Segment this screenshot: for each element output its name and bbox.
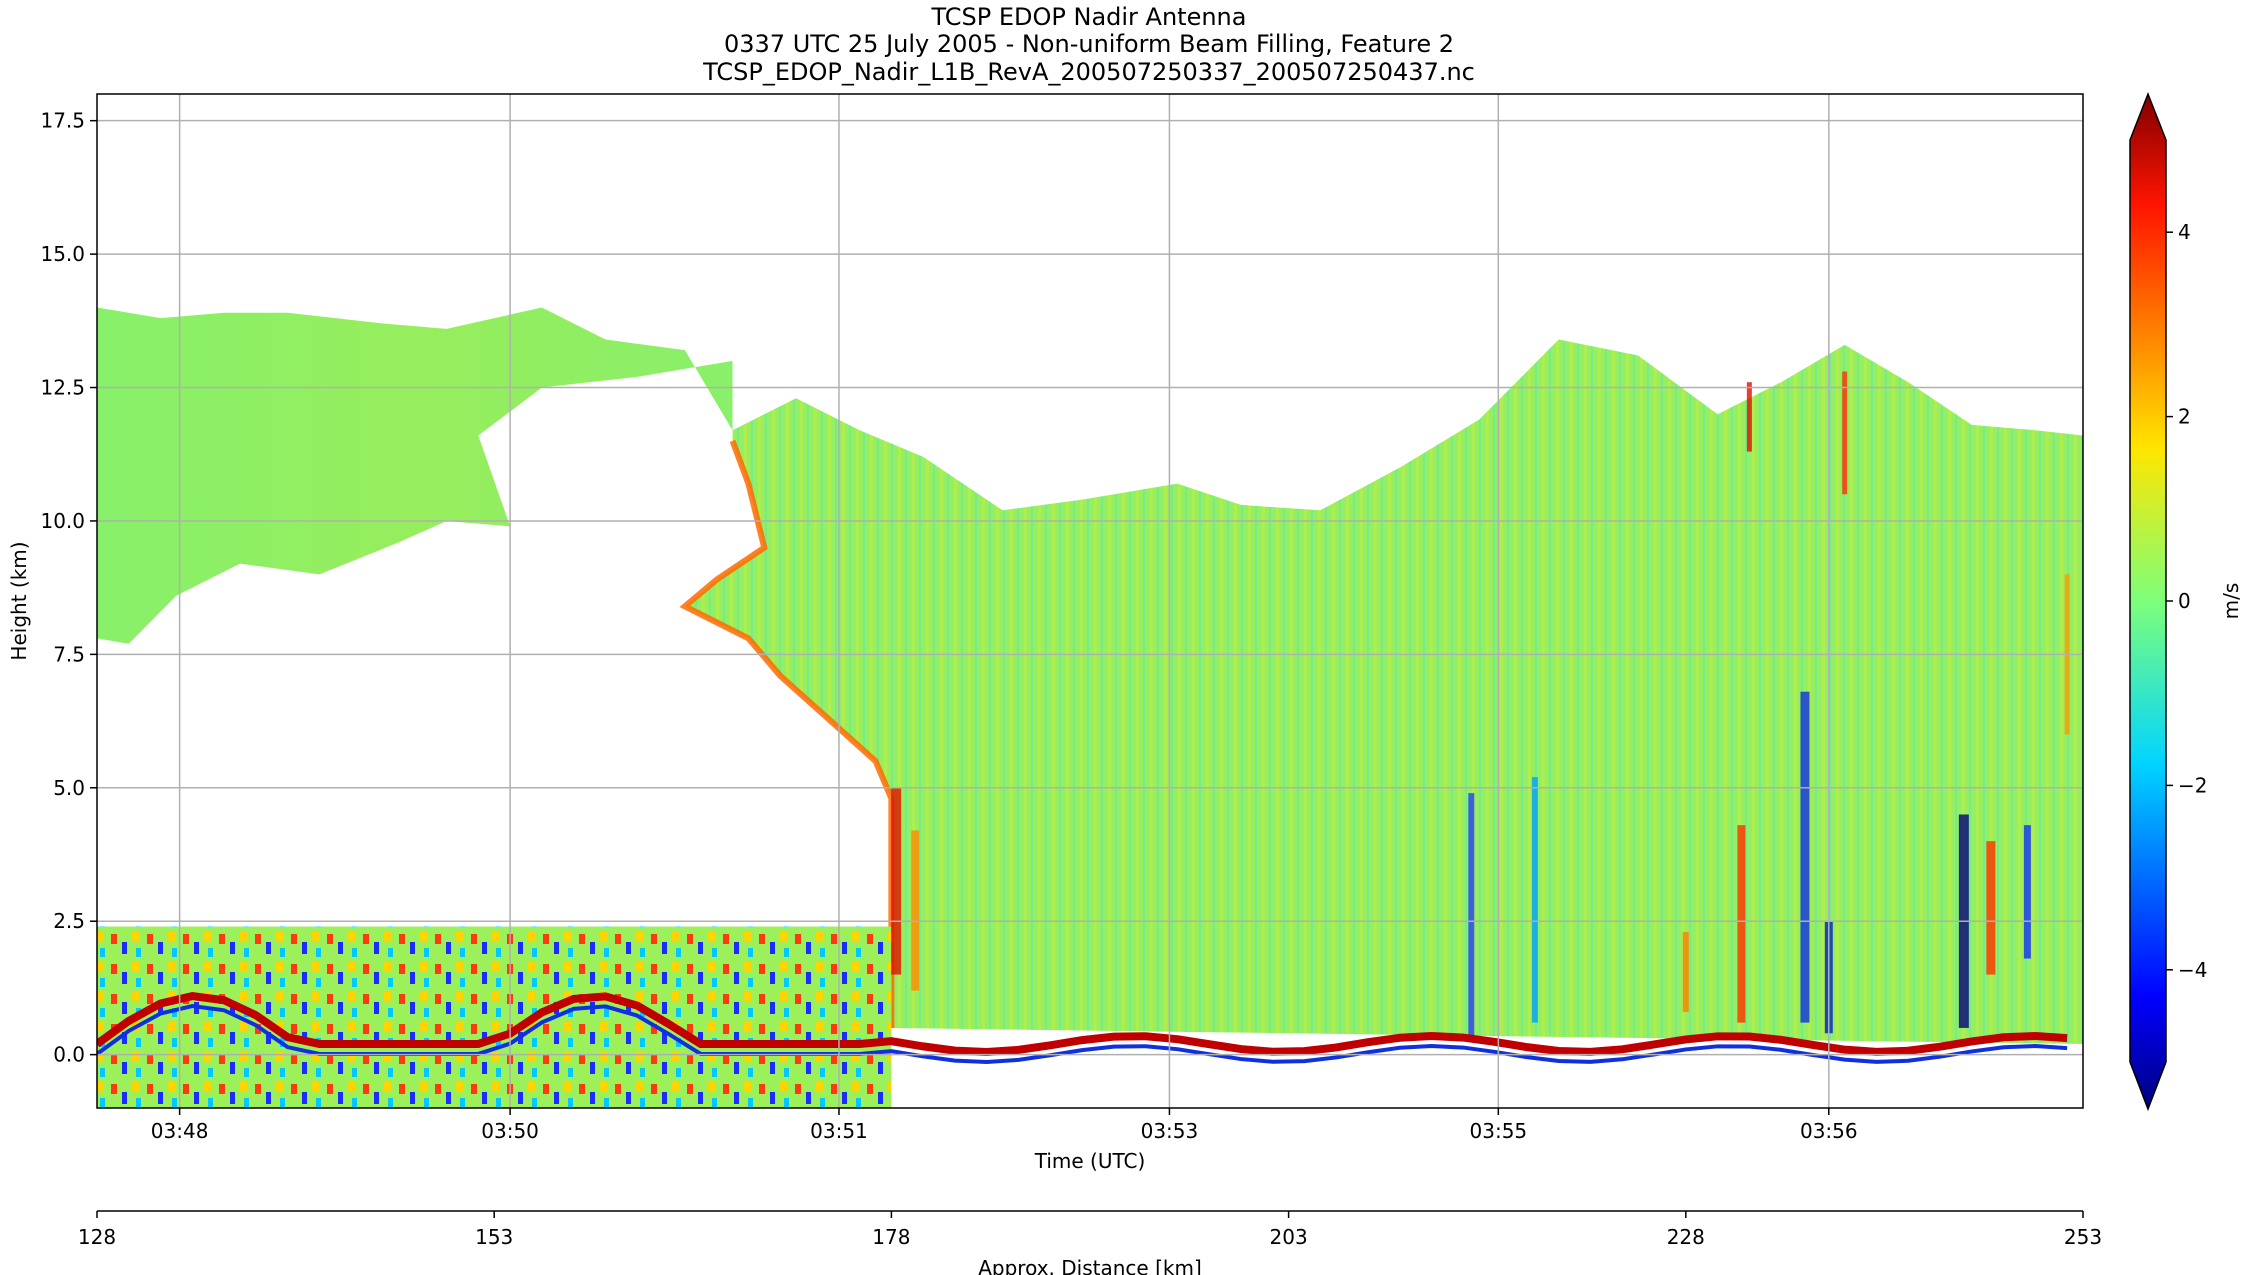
velocity-streak (2023, 825, 2031, 959)
x-axis-distance: 128 153 178 203 228 253 (78, 1210, 2102, 1249)
upper-anvil-echo (97, 307, 733, 644)
surface-echo-line (97, 991, 2068, 1056)
x-time-tick-label: 03:56 (1800, 1119, 1858, 1143)
y-tick-label: 15.0 (40, 242, 85, 266)
main-cloud-echo (684, 339, 2083, 1044)
velocity-streak (1746, 382, 1752, 452)
grid-lines (97, 94, 2083, 1108)
x-distance-tick-label: 228 (1667, 1225, 1705, 1249)
y-axis-label: Height (km) (7, 541, 31, 660)
colorbar-gradient (2129, 91, 2167, 1112)
x-time-tick-label: 03:55 (1470, 1119, 1528, 1143)
chart-titles: TCSP EDOP Nadir Antenna 0337 UTC 25 July… (702, 3, 1475, 86)
y-tick-label: 0.0 (53, 1043, 85, 1067)
y-tick-label: 12.5 (40, 376, 85, 400)
y-tick-label: 10.0 (40, 509, 85, 533)
velocity-streak (1842, 371, 1848, 495)
low-level-echo-layer (97, 926, 892, 1108)
velocity-streak (1468, 793, 1475, 1039)
colorbar-tick-label: −4 (2178, 958, 2207, 982)
x-distance-tick-label: 128 (78, 1225, 116, 1249)
x2-axis-label: Approx. Distance [km] (978, 1256, 1202, 1275)
colorbar-tick-label: 0 (2178, 589, 2191, 613)
colorbar-label: m/s (2219, 583, 2243, 620)
x-axis-label: Time (UTC) (1034, 1149, 1146, 1173)
chart-title-line-3: TCSP_EDOP_Nadir_L1B_RevA_200507250337_20… (702, 58, 1475, 86)
y-tick-label: 2.5 (53, 909, 85, 933)
x-distance-tick-label: 178 (872, 1225, 910, 1249)
y-tick-label: 7.5 (53, 642, 85, 666)
x-time-tick-label: 03:51 (810, 1119, 868, 1143)
x-axis-time: 03:48 03:50 03:51 03:53 03:55 03:56 (151, 1108, 1858, 1143)
y-axis: 0.0 2.5 5.0 7.5 10.0 12.5 15.0 17.5 (40, 109, 97, 1067)
colorbar-ticks: 4 2 0 −2 −4 (2166, 220, 2207, 982)
plot-frame (96, 93, 2084, 1109)
velocity-streak (1737, 825, 1746, 1023)
x-distance-tick-label: 253 (2064, 1225, 2102, 1249)
colorbar: 4 2 0 −2 −4 m/s (2129, 91, 2243, 1112)
x-distance-tick-label: 203 (1270, 1225, 1308, 1249)
x-time-tick-label: 03:50 (481, 1119, 539, 1143)
colorbar-tick-label: 2 (2178, 405, 2191, 429)
velocity-streak (891, 787, 902, 975)
plot-area (97, 94, 2083, 1108)
chart-title-line-1: TCSP EDOP Nadir Antenna (931, 3, 1247, 31)
x-time-tick-label: 03:48 (151, 1119, 209, 1143)
chart-title-line-2: 0337 UTC 25 July 2005 - Non-uniform Beam… (724, 30, 1454, 58)
x-distance-tick-label: 153 (475, 1225, 513, 1249)
y-tick-label: 5.0 (53, 776, 85, 800)
velocity-streak (1800, 691, 1810, 1023)
velocity-streak (1531, 777, 1538, 1023)
velocity-streak (1986, 841, 1996, 975)
colorbar-tick-label: 4 (2178, 220, 2191, 244)
y-tick-label: 17.5 (40, 109, 85, 133)
velocity-streak (1682, 931, 1689, 1012)
x-time-tick-label: 03:53 (1141, 1119, 1199, 1143)
colorbar-tick-label: −2 (2178, 773, 2207, 797)
velocity-streak (911, 830, 920, 991)
